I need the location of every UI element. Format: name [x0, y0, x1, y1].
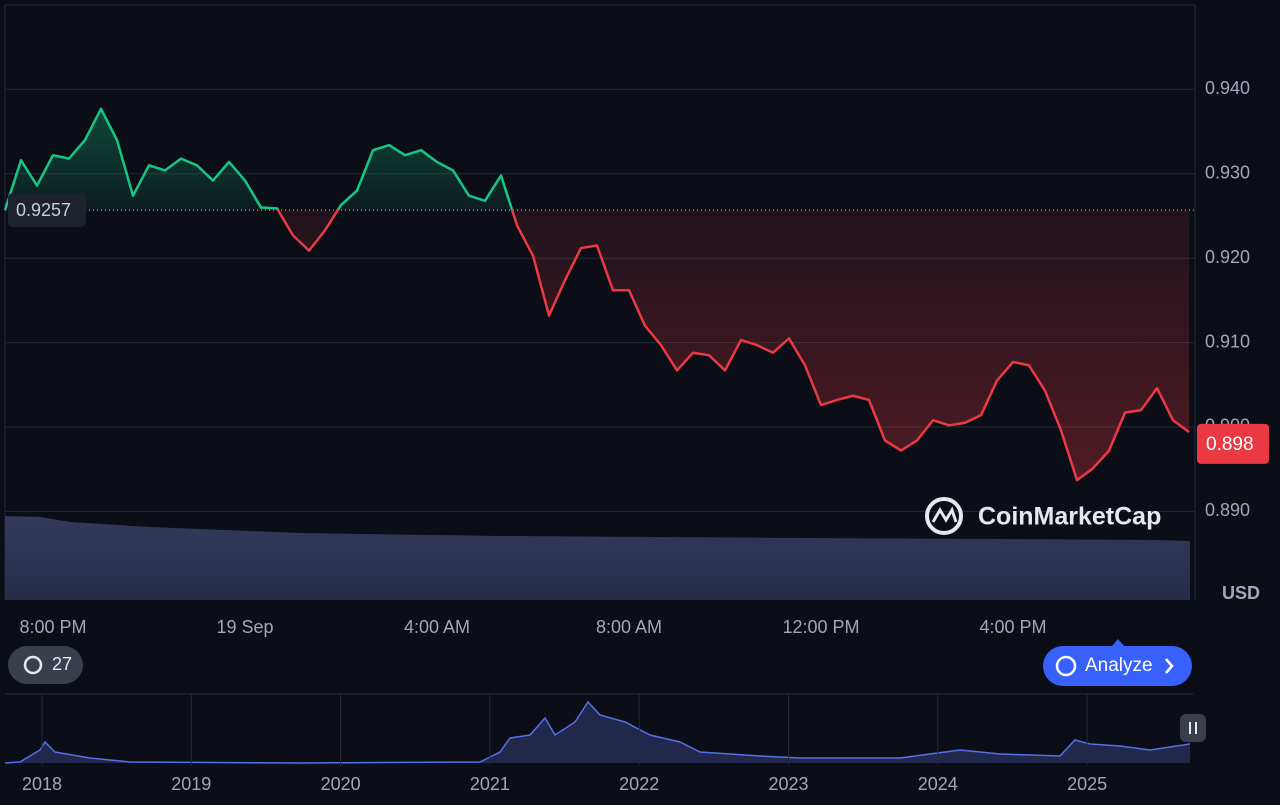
baseline-label: 0.9257: [16, 200, 71, 220]
y-tick-label: 0.910: [1205, 331, 1250, 351]
analyze-pointer: [1112, 639, 1124, 646]
y-tick-label: 0.930: [1205, 163, 1250, 183]
x-tick-label: 8:00 AM: [596, 617, 662, 637]
navigator-year: 2025: [1067, 774, 1107, 794]
analyze-icon: [1055, 655, 1077, 677]
navigator-handle[interactable]: [1180, 714, 1206, 742]
analyze-chevron: [1165, 658, 1174, 674]
watermark-logo: [925, 497, 963, 535]
history-button[interactable]: 27: [8, 646, 83, 684]
navigator-line: [4, 700, 1191, 764]
navigator-year: 2021: [470, 774, 510, 794]
y-tick-label: 0.890: [1205, 500, 1250, 520]
price-line: [3, 107, 1190, 482]
navigator-year: 2024: [918, 774, 958, 794]
baseline-tag: [8, 193, 86, 228]
navigator-year: 2018: [22, 774, 62, 794]
analyze-pill[interactable]: [1043, 646, 1192, 686]
x-tick-label: 4:00 AM: [404, 617, 470, 637]
current-price-label: 0.898: [1206, 434, 1254, 455]
navigator-year: 2022: [619, 774, 659, 794]
y-tick-label: 0.920: [1205, 247, 1250, 267]
navigator: 2018 2019 2020 2021 2022 2023 2024 2025: [4, 693, 1206, 794]
navigator-year: 2023: [768, 774, 808, 794]
analyze-text: Analyze: [1085, 655, 1153, 676]
x-tick-label: 8:00 PM: [19, 617, 86, 637]
x-tick-label: 12:00 PM: [782, 617, 859, 637]
watermark: CoinMarketCap: [925, 497, 1161, 535]
navigator-year: 2020: [321, 774, 361, 794]
volume-area: [5, 516, 1190, 600]
price-area: [5, 108, 1189, 481]
navigator-year: 2019: [171, 774, 211, 794]
history-count: 27: [52, 654, 72, 674]
watermark-logo-mark: [931, 506, 958, 523]
current-price-tag: [1197, 423, 1269, 464]
history-pill[interactable]: [8, 646, 83, 684]
history-icon: [23, 655, 43, 675]
y-tick-label: 0.940: [1205, 78, 1250, 98]
x-tick-label: 19 Sep: [216, 617, 273, 637]
navigator-area: [5, 702, 1190, 763]
navigator-handle-grip: [1189, 722, 1197, 734]
watermark-text: CoinMarketCap: [978, 503, 1161, 531]
analyze-button[interactable]: Analyze: [1043, 639, 1192, 686]
plot: [3, 88, 1195, 512]
currency-label: USD: [1222, 583, 1260, 603]
x-tick-label: 4:00 PM: [979, 617, 1046, 637]
